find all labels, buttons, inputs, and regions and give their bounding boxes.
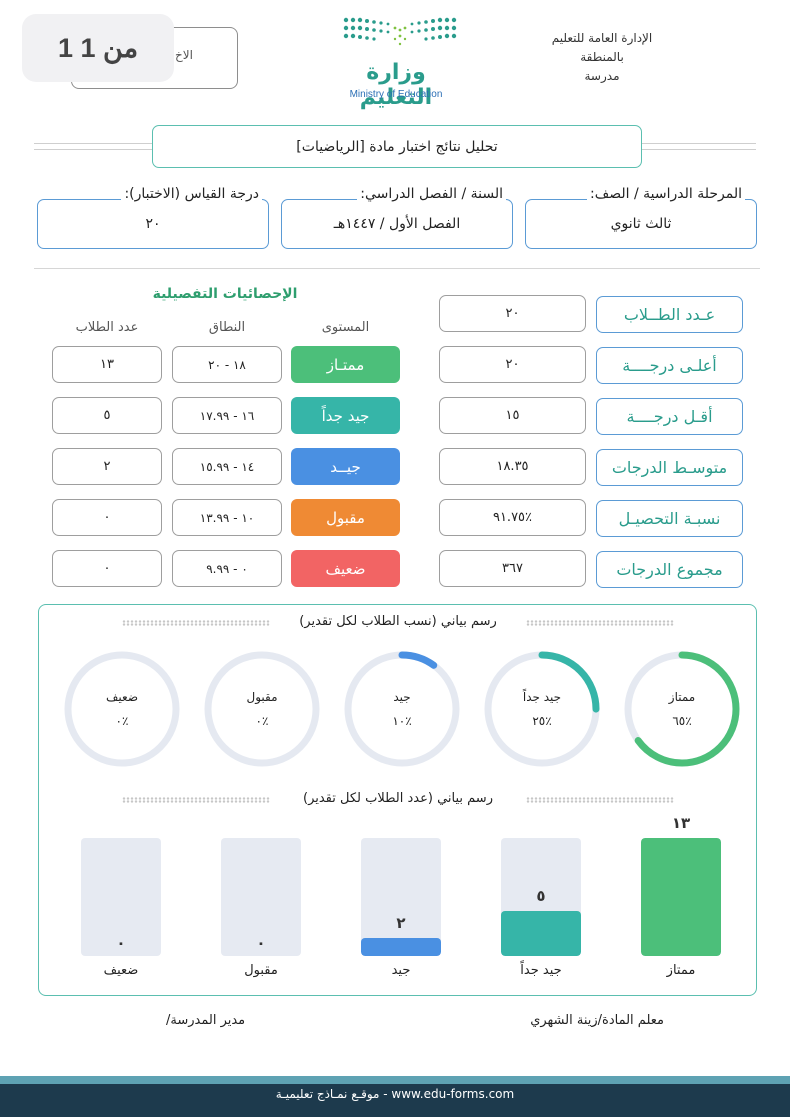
bar-track-acceptable [221,838,301,956]
admin-line-2: بالمنطقة [580,50,624,64]
bar-track-weak [81,838,161,956]
ministry-name-en: Ministry of Education [349,89,443,100]
max-score-label: درجة القياس (الاختبار): [121,186,262,202]
count-excellent: ١٣ [52,346,162,383]
charts-panel [38,604,757,996]
footer-link[interactable]: موقـع نمـاذج تعليميـة - www.edu-forms.co… [275,1087,515,1101]
bar-label-acceptable: مقبول [244,963,278,978]
donut-ring-acceptable [204,651,320,767]
range-acceptable: ١٠ - ١٣.٩٩ [172,499,282,536]
teacher-signature: معلم المادة/زينة الشهري [530,1013,664,1028]
stat-label-students: عـدد الطــلاب [596,296,743,333]
bar-label-good: جيد [391,963,411,978]
bar-value-weak: ٠ [116,934,126,952]
stage-label: المرحلة الدراسية / الصف: [587,186,745,202]
donut-label-good: جيد [393,690,411,704]
page-title: تحليل نتائج اختبار مادة [الرياضيات] [152,125,642,168]
stat-value-students: ٢٠ [439,295,586,332]
donut-ring-weak [64,651,180,767]
stat-value-total: ٣٦٧ [439,550,586,587]
stat-value-highest: ٢٠ [439,346,586,383]
bar-value-good: ٢ [396,913,406,932]
range-excellent: ١٨ - ٢٠ [172,346,282,383]
donut-ring-good [344,651,460,767]
donut-very-good: جيد جداً ٪٢٥ [483,650,601,772]
details-title: الإحصائيات التفصيلية [152,286,298,302]
max-score-field: ٢٠ [37,199,269,249]
stat-label-achievement: نسبـة التحصيـل [596,500,743,537]
bar-value-acceptable: ٠ [256,934,266,952]
ministry-logo-icon [343,17,457,46]
bar-good [361,937,441,956]
count-acceptable: ٠ [52,499,162,536]
stat-label-lowest: أقـل درجــــة [596,398,743,435]
donut-ring-very-good [484,651,600,767]
stat-value-achievement: ٩١.٧٥٪ [439,499,586,536]
title-dots-right [526,797,674,803]
footer-bar [0,1084,790,1117]
donut-value-weak: ٪٠ [115,714,129,728]
bar-track-very-good [501,838,581,956]
range-very-good: ١٦ - ١٧.٩٩ [172,397,282,434]
donut-value-acceptable: ٪٠ [255,714,269,728]
year-label: السنة / الفصل الدراسي: [357,186,506,202]
donut-label-weak: ضعيف [105,690,139,704]
count-weak: ٠ [52,550,162,587]
donut-label-acceptable: مقبول [246,690,278,704]
title-dots-left [122,620,270,626]
administration-block: الإدارة العامة للتعليم بالمنطقة مدرسة [522,29,682,86]
donut-label-very-good: جيد جداً [522,690,562,704]
bar-label-weak: ضعيف [103,963,139,978]
level-pill-excellent: ممتـاز [291,346,400,383]
donut-weak: ضعيف ٪٠ [63,650,181,772]
count-very-good: ٥ [52,397,162,434]
bar-track-good [361,838,441,956]
count-good: ٢ [52,448,162,485]
bar-very-good [501,910,581,956]
donut-chart-title: رسم بياني (نسب الطلاب لكل تقدير) [272,614,524,629]
level-pill-acceptable: مقبول [291,499,400,536]
level-pill-very-good: جيد جداً [291,397,400,434]
donut-ring-excellent [624,651,740,767]
stat-value-lowest: ١٥ [439,397,586,434]
level-pill-weak: ضعيف [291,550,400,587]
donut-excellent: ممتاز ٪٦٥ [623,650,741,772]
page-indicator: 1 من 1 [22,14,174,82]
donut-good: جيد ٪١٠ [343,650,461,772]
bar-label-excellent: ممتاز [666,963,696,978]
donut-label-excellent: ممتاز [668,690,696,704]
stage-field: ثالث ثانوي [525,199,757,249]
bar-chart-title: رسم بياني (عدد الطلاب لكل تقدير) [272,791,524,806]
donut-value-good: ٪١٠ [392,714,412,728]
level-pill-good: جيــد [291,448,400,485]
col-head-level: المستوى [321,320,370,335]
range-weak: ٠ - ٩.٩٩ [172,550,282,587]
ministry-name-ar: وزارة التعليم [359,60,433,110]
year-field: الفصل الأول / ١٤٤٧هـ [281,199,513,249]
stat-value-average: ١٨.٣٥ [439,448,586,485]
col-head-range: النطاق [208,320,246,335]
bar-excellent [641,838,721,956]
title-dots-left [122,797,270,803]
section-divider [34,268,760,269]
stat-label-average: متوسـط الدرجات [596,449,743,486]
donut-acceptable: مقبول ٪٠ [203,650,321,772]
bar-value-excellent: ١٣ [671,814,691,832]
footer-strip [0,1076,790,1084]
stat-label-total: مجموع الدرجات [596,551,743,588]
bar-track-excellent [641,838,721,956]
col-head-count: عدد الطلاب [75,320,139,335]
title-dots-right [526,620,674,626]
bar-label-very-good: جيد جداً [520,963,562,978]
range-good: ١٤ - ١٥.٩٩ [172,448,282,485]
principal-signature: مدير المدرسة/ [166,1013,246,1028]
school-info-label: الاخ [175,48,193,62]
donut-value-excellent: ٪٦٥ [672,714,692,728]
bar-value-very-good: ٥ [536,886,546,905]
admin-line-1: الإدارة العامة للتعليم [551,31,653,45]
donut-value-very-good: ٪٢٥ [532,714,552,728]
stat-label-highest: أعلـى درجــــة [596,347,743,384]
admin-line-3: مدرسة [584,69,620,83]
